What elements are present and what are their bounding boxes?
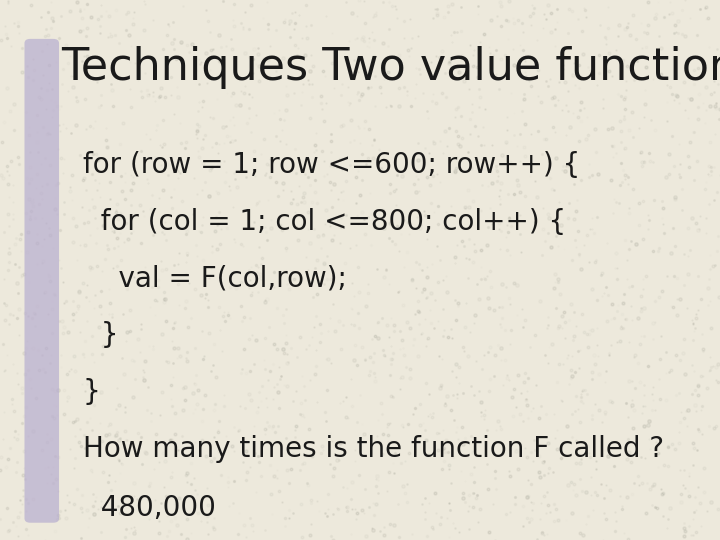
Text: How many times is the function F called ?: How many times is the function F called … xyxy=(83,435,664,463)
FancyBboxPatch shape xyxy=(24,39,59,523)
Text: }: } xyxy=(83,378,101,406)
Text: for (row = 1; row <=600; row++) {: for (row = 1; row <=600; row++) { xyxy=(83,151,580,179)
Text: }: } xyxy=(83,321,118,349)
Text: val = F(col,row);: val = F(col,row); xyxy=(83,265,346,293)
Text: for (col = 1; col <=800; col++) {: for (col = 1; col <=800; col++) { xyxy=(83,208,566,236)
Text: Techniques Two value functions: Techniques Two value functions xyxy=(61,46,720,89)
Text: 480,000: 480,000 xyxy=(83,494,216,522)
